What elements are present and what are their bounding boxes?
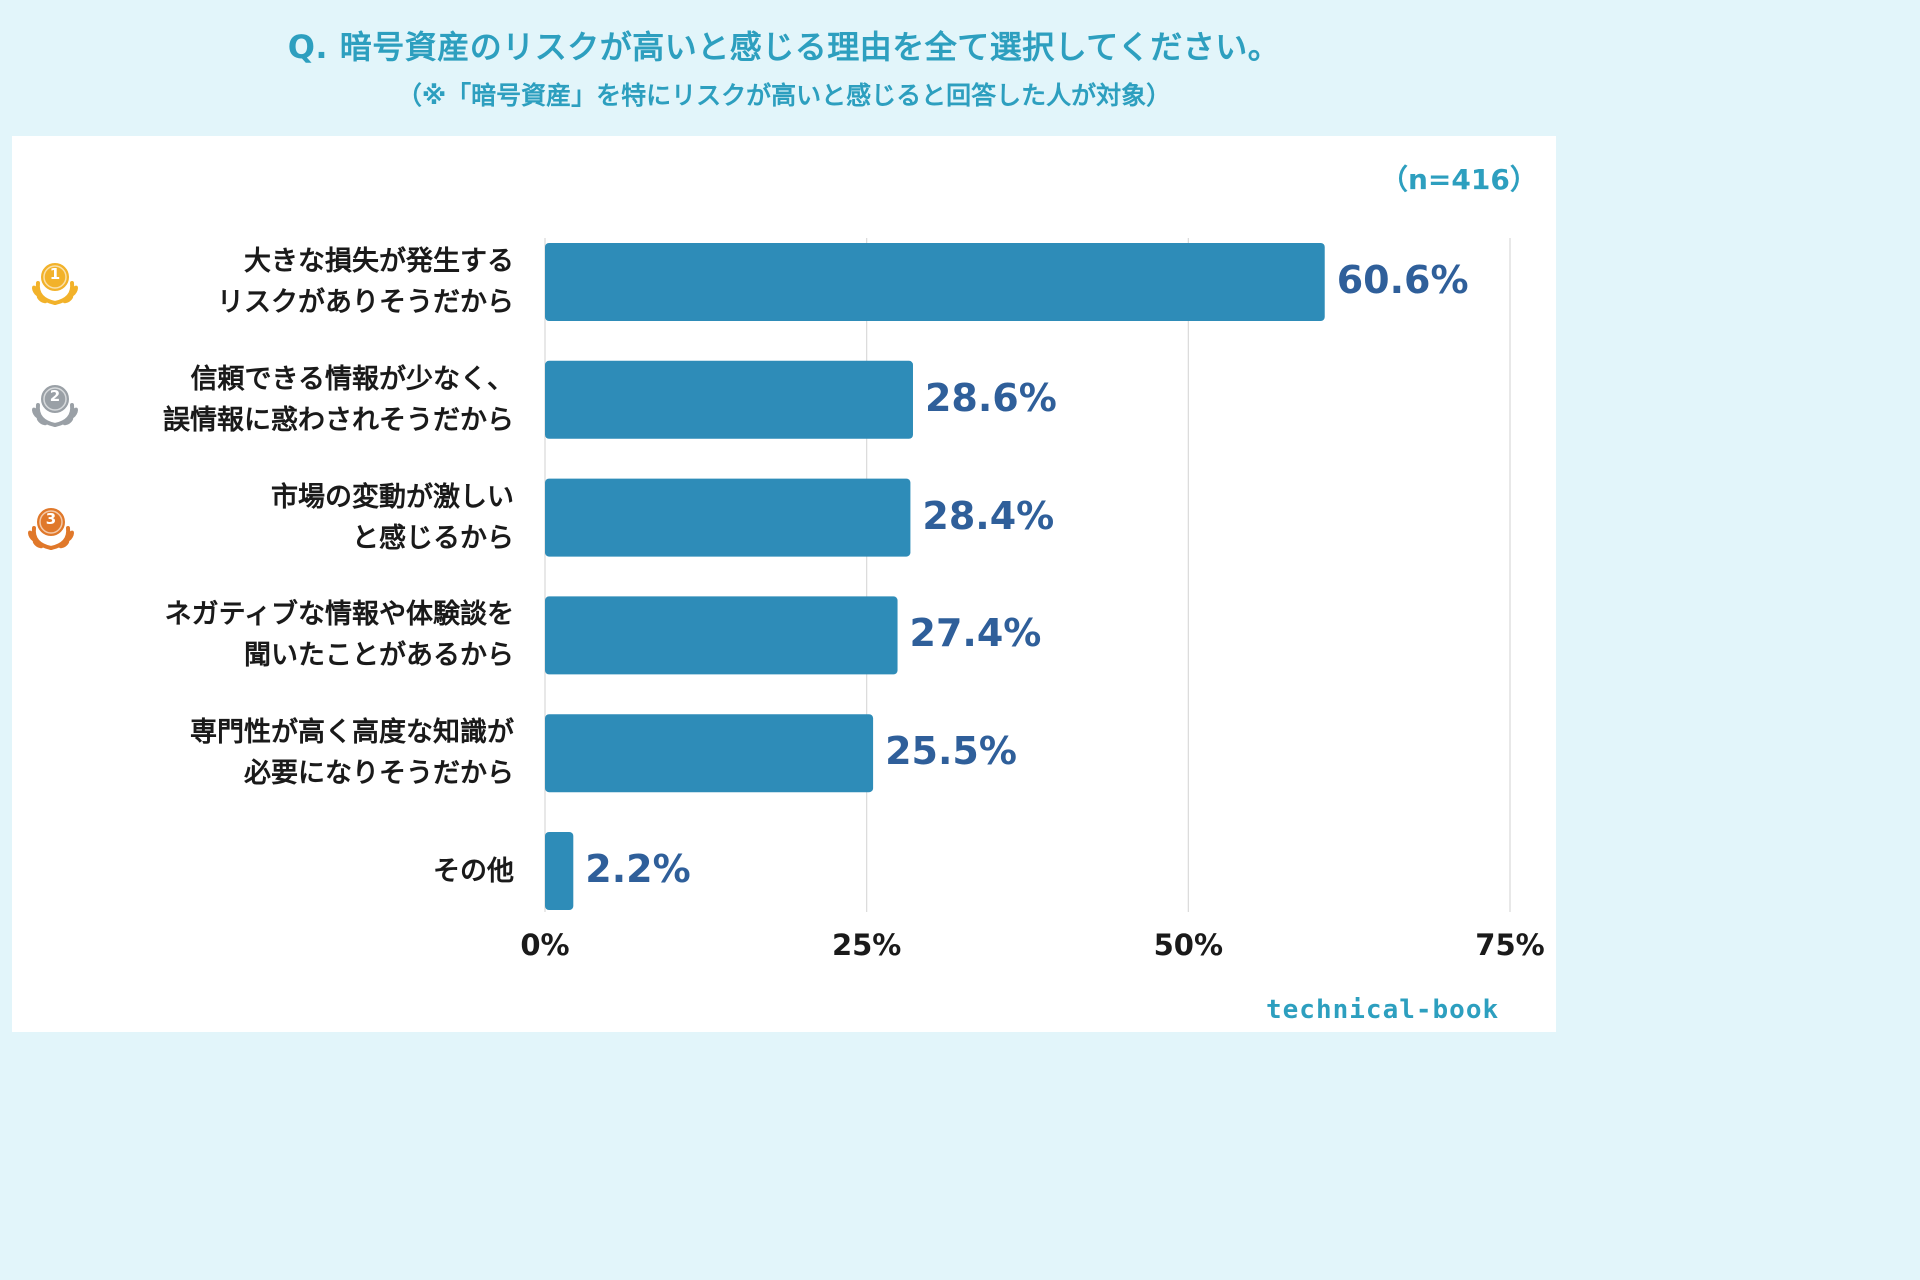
x-tick-label: 0% [520,928,570,962]
medal-rank: 1 [49,265,61,283]
bar [545,714,874,793]
silver-medal-icon: 2 [28,377,82,431]
x-tick-label: 75% [1475,928,1545,962]
data-label: 2.2% [585,847,691,891]
category-label: 専門性が高く高度な知識が必要になりそうだから [190,712,514,794]
category-label: 信頼できる情報が少なく、誤情報に惑わされそうだから [163,359,514,441]
data-label: 28.6% [924,375,1057,420]
category-label-line: リスクがありそうだから [217,287,514,318]
category-label-line: その他 [433,855,514,887]
chart-subtitle: （※「暗号資産」を特にリスクが高いと感じると回答した人が対象） [396,81,1172,110]
chart-title: Q. 暗号資産のリスクが高いと感じる理由を全て選択してください。 [287,28,1281,66]
category-label-line: ネガティブな情報や体験談を [164,599,514,631]
bar [545,478,911,557]
bar [545,832,574,910]
category-label-line: 信頼できる情報が少なく、 [190,363,514,395]
category-label-line: 誤情報に惑わされそうだから [163,404,514,436]
data-label: 28.4% [922,493,1055,538]
category-label-line: 市場の変動が激しい [271,481,514,513]
logo: technical-book [1266,995,1500,1025]
category-label-line: 必要になりそうだから [244,758,514,790]
medal-rank: 3 [45,510,57,528]
category-label: その他 [433,851,514,892]
category-label-line: と感じるから [352,522,514,554]
category-label-line: 聞いたことがあるから [244,640,514,672]
sample-size: （n=416） [1380,163,1538,196]
category-label: ネガティブな情報や体験談を聞いたことがあるから [165,594,514,676]
bar [545,596,898,675]
gold-medal-icon: 1 [28,255,82,309]
bronze-medal-icon: 3 [24,500,78,554]
category-label-line: 専門性が高く高度な知識が [190,717,514,749]
bar [545,360,913,439]
bar [545,243,1325,321]
x-tick-label: 25% [831,928,902,962]
data-label: 60.6% [1336,258,1469,302]
x-tick-label: 50% [1153,928,1224,962]
medal-rank: 2 [49,387,61,405]
data-label: 27.4% [909,611,1042,656]
category-label-line: 大きな損失が発生する [244,246,514,277]
bar-chart [544,238,1511,912]
data-label: 25.5% [885,729,1017,774]
category-label: 大きな損失が発生するリスクがありそうだから [217,241,514,323]
category-label: 市場の変動が激しいと感じるから [271,477,514,559]
